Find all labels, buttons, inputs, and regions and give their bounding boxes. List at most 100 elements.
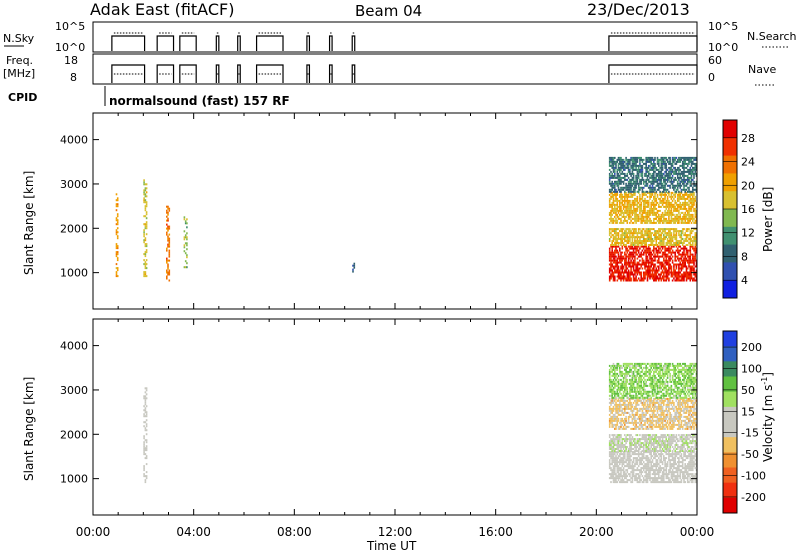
echo-cell	[678, 440, 680, 443]
nsearch-label: N.Search	[747, 30, 797, 43]
echo-cell	[636, 207, 639, 210]
echo-cell	[664, 166, 666, 169]
echo-cell	[688, 217, 690, 220]
echo-cell	[684, 221, 686, 224]
echo-cell	[669, 211, 671, 214]
echo-cell	[619, 434, 621, 437]
echo-cell	[644, 457, 646, 460]
echo-cell	[655, 415, 658, 418]
echo-cell	[675, 245, 678, 248]
echo-cell	[610, 217, 612, 220]
echo-cell	[669, 205, 671, 208]
echo-cell	[670, 240, 673, 242]
echo-cell	[610, 277, 612, 280]
echo-cell	[660, 244, 663, 246]
echo-cell	[651, 275, 654, 278]
echo-cell	[145, 263, 148, 266]
echo-cell	[617, 397, 620, 400]
echo-cell	[665, 261, 668, 264]
echo-cell	[610, 184, 612, 187]
echo-cell	[637, 232, 640, 235]
echo-cell	[683, 479, 685, 482]
echo-cell	[642, 457, 645, 460]
echo-cell	[692, 459, 694, 462]
echo-cell	[651, 228, 654, 231]
echo-cell	[616, 459, 619, 462]
echo-cell	[653, 255, 655, 258]
echo-cell	[676, 217, 679, 220]
echo-cell	[647, 427, 650, 430]
echo-cell	[611, 455, 613, 458]
echo-cell	[630, 477, 632, 480]
echo-cell	[680, 440, 683, 443]
echo-cell	[168, 241, 171, 244]
echo-cell	[615, 423, 617, 426]
echo-cell	[622, 219, 625, 222]
echo-cell	[665, 275, 668, 278]
echo-cell	[615, 203, 617, 206]
echo-cell	[645, 164, 647, 167]
echo-cell	[694, 158, 697, 161]
echo-cell	[608, 423, 611, 426]
echo-cell	[664, 213, 666, 216]
echo-cell	[661, 269, 664, 272]
echo-cell	[659, 459, 661, 462]
echo-cell	[694, 162, 697, 165]
echo-cell	[683, 197, 685, 200]
echo-cell	[647, 451, 650, 454]
echo-cell	[631, 245, 634, 248]
echo-cell	[650, 463, 652, 466]
echo-cell	[145, 205, 148, 208]
echo-cell	[693, 277, 695, 280]
echo-cell	[627, 277, 630, 280]
echo-cell	[634, 182, 636, 185]
echo-cell	[632, 234, 635, 237]
echo-cell	[681, 471, 684, 474]
echo-cell	[352, 264, 354, 267]
echo-cell	[676, 209, 679, 212]
echo-cell	[649, 180, 651, 183]
echo-cell	[674, 228, 676, 231]
echo-cell	[619, 438, 621, 441]
echo-cell	[692, 473, 694, 476]
echo-cell	[636, 209, 639, 212]
echo-cell	[632, 407, 635, 410]
echo-cell	[653, 409, 655, 412]
echo-cell	[679, 172, 681, 175]
echo-cell	[641, 190, 644, 193]
echo-cell	[683, 228, 685, 231]
echo-cell	[656, 249, 659, 252]
echo-cell	[612, 477, 615, 480]
echo-cell	[689, 453, 692, 456]
echo-cell	[661, 473, 664, 476]
echo-cell	[611, 182, 613, 185]
echo-cell	[143, 199, 145, 202]
echo-cell	[616, 423, 619, 426]
echo-cell	[632, 188, 635, 191]
echo-cell	[615, 417, 617, 420]
echo-cell	[654, 481, 656, 484]
echo-cell	[616, 477, 619, 480]
echo-cell	[685, 234, 688, 237]
echo-cell	[655, 236, 658, 239]
echo-cell	[632, 182, 635, 185]
echo-cell	[661, 228, 664, 231]
echo-cell	[622, 279, 625, 282]
echo-cell	[116, 275, 119, 278]
echo-cell	[615, 213, 617, 216]
echo-cell	[625, 205, 627, 208]
echo-cell	[620, 261, 622, 264]
echo-cell	[654, 188, 656, 191]
echo-cell	[611, 457, 613, 460]
echo-cell	[626, 438, 629, 441]
echo-cell	[678, 457, 680, 460]
echo-cell	[670, 238, 673, 240]
echo-cell	[634, 451, 636, 454]
echo-cell	[649, 438, 651, 441]
echo-cell	[665, 166, 668, 169]
echo-cell	[630, 207, 632, 210]
echo-cell	[681, 444, 684, 446]
echo-cell	[615, 217, 617, 220]
echo-cell	[619, 277, 621, 280]
echo-cell	[626, 475, 629, 478]
